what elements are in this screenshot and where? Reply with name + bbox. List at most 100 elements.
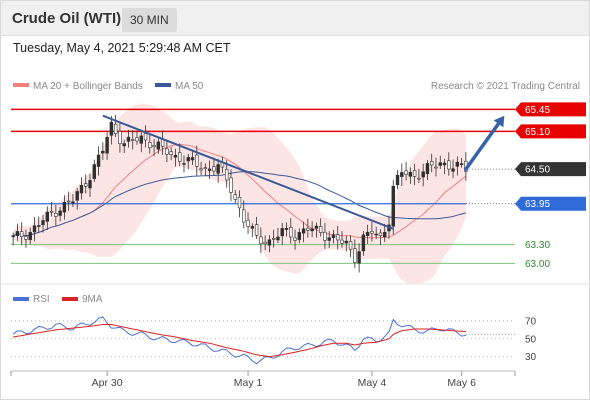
candle-body <box>344 240 348 244</box>
candle <box>233 190 237 204</box>
candle-body <box>361 234 366 252</box>
candle <box>24 229 28 248</box>
candle <box>118 123 122 153</box>
candle <box>84 174 88 194</box>
candle-body <box>293 237 297 241</box>
candle-body <box>229 177 233 193</box>
level-label-63.95: 63.95 <box>525 199 550 210</box>
candle-body <box>271 238 276 240</box>
candle-body <box>331 234 336 238</box>
candle <box>340 231 344 248</box>
candle-body <box>109 121 114 136</box>
candle <box>391 180 395 235</box>
candle <box>378 229 383 246</box>
candle-body <box>425 163 430 175</box>
candle <box>135 130 139 145</box>
candle-body <box>370 231 374 234</box>
candle <box>447 152 451 176</box>
candle-body <box>276 236 280 241</box>
candle-body <box>434 166 438 169</box>
candle <box>92 159 96 182</box>
candle <box>361 231 366 256</box>
candle <box>178 143 182 167</box>
x-tick-label: May 1 <box>234 377 263 389</box>
rsi-tick-label: 50 <box>525 334 537 345</box>
candle <box>96 146 101 176</box>
candle-body <box>250 226 255 229</box>
candle <box>353 239 357 268</box>
candle <box>19 222 24 245</box>
candle-body <box>186 157 190 162</box>
candle <box>212 157 216 176</box>
candle <box>216 158 220 183</box>
candle <box>199 161 203 176</box>
candle <box>323 222 327 250</box>
x-tick-label: May 6 <box>447 377 476 389</box>
level-tag-65.10 <box>515 124 586 139</box>
candle <box>280 222 284 245</box>
candle-body <box>11 235 15 238</box>
candle <box>62 195 67 220</box>
candle <box>293 229 297 250</box>
candle-body <box>28 232 32 241</box>
candle <box>289 218 293 244</box>
rsi-line <box>12 316 466 365</box>
candle-body <box>447 160 451 170</box>
candle-body <box>118 131 122 144</box>
candle-body <box>182 163 186 165</box>
candle-body <box>289 226 293 238</box>
candle-body <box>336 234 340 241</box>
candle <box>438 155 442 169</box>
candle-body <box>15 231 20 236</box>
candle-body <box>66 200 71 203</box>
candle-body <box>190 157 195 161</box>
candle <box>357 243 361 273</box>
candle <box>331 229 336 244</box>
forecast-arrow <box>464 117 504 171</box>
candle <box>37 216 41 232</box>
candle-body <box>395 174 400 186</box>
candle <box>79 177 84 200</box>
candle <box>263 235 267 251</box>
level-label-65.10: 65.10 <box>525 127 550 138</box>
candle-body <box>417 177 421 180</box>
candle-body <box>408 171 413 177</box>
candle <box>455 156 460 176</box>
candle <box>395 169 400 190</box>
candle <box>459 158 464 168</box>
candle-body <box>165 148 169 155</box>
candle-body <box>353 248 357 263</box>
candle-body <box>237 196 242 209</box>
candle-body <box>169 151 173 156</box>
candle <box>190 149 195 165</box>
candle-body <box>365 231 370 236</box>
candle <box>408 167 413 184</box>
header-bar: Crude Oil (WTI) 30 MIN <box>1 1 589 36</box>
candle <box>131 130 135 150</box>
candle-body <box>195 154 199 167</box>
candle <box>383 223 387 243</box>
rsi-plot: 70 50 30 <box>11 316 537 365</box>
candle <box>430 153 434 173</box>
level-label-63.30: 63.30 <box>525 240 550 251</box>
candle-body <box>280 228 284 237</box>
candle-body <box>383 231 387 238</box>
candle-body <box>323 231 327 241</box>
x-axis: Apr 30 May 1 May 4 May 6 <box>10 370 516 389</box>
candle-body <box>49 210 54 213</box>
timeframe-button[interactable]: 30 MIN <box>122 8 177 32</box>
ma50-line <box>12 171 467 237</box>
candle <box>276 227 280 244</box>
candle-body <box>79 185 84 194</box>
candle <box>284 222 289 237</box>
candle <box>66 191 71 211</box>
candle-body <box>37 225 41 227</box>
candle <box>370 221 374 242</box>
candle-body <box>139 135 143 144</box>
candle-body <box>267 239 272 246</box>
candle-body <box>451 168 455 172</box>
candle-body <box>306 227 310 231</box>
candle-body <box>122 143 126 147</box>
candle <box>143 125 148 148</box>
